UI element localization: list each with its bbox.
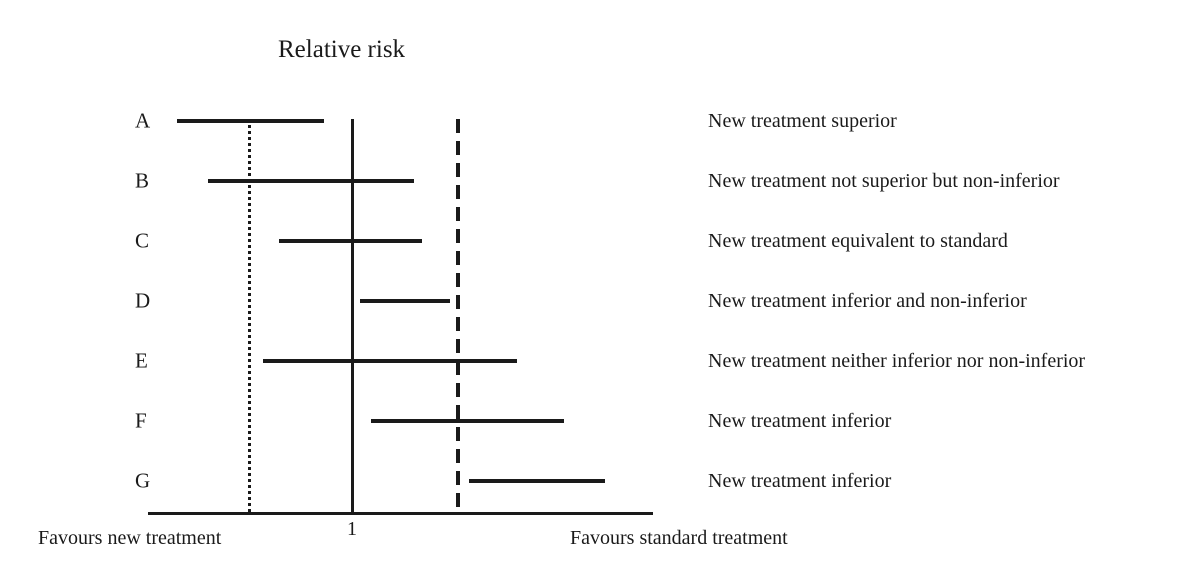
favours-new-treatment-label: Favours new treatment	[38, 527, 222, 549]
row-description-E: New treatment neither inferior nor non-i…	[708, 350, 1086, 372]
row-label-G: G	[135, 468, 151, 493]
row-description-F: New treatment inferior	[708, 410, 892, 432]
row-description-D: New treatment inferior and non-inferior	[708, 290, 1027, 312]
confidence-interval-line-B	[208, 179, 414, 183]
row-description-A: New treatment superior	[708, 110, 897, 132]
confidence-interval-line-F	[371, 419, 564, 423]
chart-title: Relative risk	[278, 36, 406, 63]
row-description-B: New treatment not superior but non-infer…	[708, 170, 1060, 192]
x-axis-line	[148, 512, 653, 515]
row-description-C: New treatment equivalent to standard	[708, 230, 1008, 252]
confidence-interval-line-E	[263, 359, 517, 363]
no-effect-reference-line	[351, 119, 354, 513]
row-label-B: B	[135, 168, 150, 193]
favours-standard-treatment-label: Favours standard treatment	[570, 527, 788, 549]
noninferiority-margin-dashed-line	[456, 119, 460, 513]
axis-tick-label-1: 1	[347, 518, 357, 540]
row-label-A: A	[135, 108, 151, 133]
confidence-interval-line-G	[469, 479, 605, 483]
row-label-C: C	[135, 228, 150, 253]
dotted-boundary-line	[248, 119, 251, 513]
row-label-E: E	[135, 348, 148, 373]
row-description-G: New treatment inferior	[708, 470, 892, 492]
confidence-interval-line-D	[360, 299, 450, 303]
row-label-F: F	[135, 408, 147, 433]
row-label-D: D	[135, 288, 151, 313]
confidence-interval-line-C	[279, 239, 422, 243]
